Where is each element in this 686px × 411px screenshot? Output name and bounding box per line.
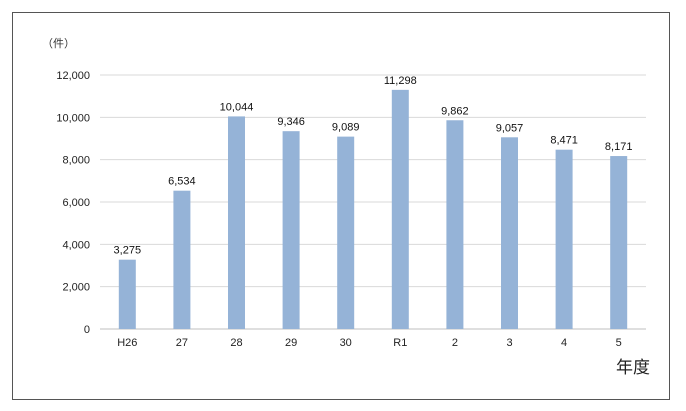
bar xyxy=(228,116,245,329)
bar xyxy=(337,136,355,329)
y-tick-label: 4,000 xyxy=(62,239,90,251)
x-tick-label: R1 xyxy=(393,337,407,349)
data-label: 9,089 xyxy=(332,122,360,134)
bar xyxy=(173,190,191,329)
y-tick-label: 2,000 xyxy=(62,282,90,294)
data-label: 3,275 xyxy=(114,245,142,257)
data-label: 11,298 xyxy=(384,75,417,87)
bar xyxy=(610,156,628,329)
x-tick-label: 28 xyxy=(230,337,242,349)
x-tick-label: 30 xyxy=(340,337,352,349)
x-tick-label: 3 xyxy=(506,337,512,349)
x-tick-label: 4 xyxy=(561,337,567,349)
x-axis-ticks: H26 27 28 29 30 R1 2 3 4 5 xyxy=(117,337,622,349)
x-tick-label: H26 xyxy=(117,337,137,349)
data-label: 9,057 xyxy=(496,122,524,134)
x-axis-title: 年度 xyxy=(616,358,650,377)
y-tick-label: 8,000 xyxy=(62,155,90,167)
y-axis-unit-label: （件） xyxy=(42,37,75,50)
y-axis-ticks: 0 2,000 4,000 6,000 8,000 10,000 12,000 xyxy=(56,70,90,336)
bar xyxy=(118,259,136,329)
x-tick-label: 5 xyxy=(616,337,622,349)
data-label: 10,044 xyxy=(220,101,254,113)
data-label: 9,346 xyxy=(277,116,305,128)
bars xyxy=(118,89,628,329)
data-label: 8,471 xyxy=(550,135,578,147)
data-label: 6,534 xyxy=(168,176,196,188)
x-tick-label: 27 xyxy=(176,337,188,349)
x-tick-label: 29 xyxy=(285,337,297,349)
y-tick-label: 12,000 xyxy=(56,70,90,82)
data-label: 8,171 xyxy=(605,141,633,153)
data-label: 9,862 xyxy=(441,105,469,117)
data-labels: 3,275 6,534 10,044 9,346 9,089 11,298 9,862 9,0… xyxy=(114,75,633,257)
bar xyxy=(446,120,464,329)
y-tick-label: 0 xyxy=(84,324,90,336)
y-tick-label: 6,000 xyxy=(62,197,90,209)
bar xyxy=(555,149,573,329)
gridlines xyxy=(100,74,646,330)
y-tick-label: 10,000 xyxy=(56,112,90,124)
bar xyxy=(501,137,518,329)
x-tick-label: 2 xyxy=(452,337,458,349)
bar xyxy=(282,131,300,329)
bar xyxy=(391,89,409,329)
